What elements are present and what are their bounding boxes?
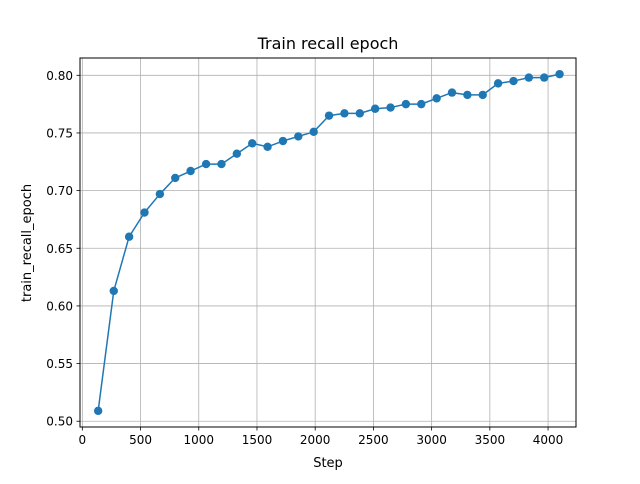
data-point <box>478 90 487 100</box>
data-point <box>217 159 226 169</box>
y-tick-label: 0.55 <box>46 357 73 371</box>
data-point <box>263 142 272 151</box>
x-tick-label: 500 <box>129 433 152 447</box>
data-point <box>124 232 134 241</box>
x-tick-label: 3000 <box>416 433 447 447</box>
data-point <box>186 166 195 176</box>
y-tick-label: 0.75 <box>46 126 73 140</box>
data-point <box>509 76 518 86</box>
data-point <box>294 132 303 141</box>
data-point <box>248 139 257 148</box>
data-point <box>555 69 564 79</box>
data-point <box>463 90 472 100</box>
x-tick-label: 2000 <box>300 433 331 447</box>
y-tick-label: 0.80 <box>46 69 73 83</box>
grid <box>80 58 576 427</box>
data-point <box>171 173 180 183</box>
data-point <box>524 73 534 82</box>
data-point <box>340 109 349 118</box>
data-point <box>355 109 364 118</box>
data-point <box>401 99 411 109</box>
axes-frame <box>79 57 577 428</box>
data-point <box>386 103 395 112</box>
y-tick-label: 0.65 <box>46 242 73 256</box>
data-point <box>432 94 441 103</box>
x-tick-label: 2500 <box>358 433 389 447</box>
y-axis-label: train_recall_epoch <box>20 184 35 302</box>
data-point <box>324 111 334 120</box>
data-point <box>309 127 318 136</box>
data-point <box>493 79 503 88</box>
data-point <box>155 189 165 199</box>
y-tick-label: 0.60 <box>46 299 73 313</box>
x-tick-label: 3500 <box>475 433 506 447</box>
y-tick-label: 0.50 <box>46 415 73 429</box>
series-layer <box>93 69 564 416</box>
data-point <box>540 73 549 82</box>
x-tick-label: 1500 <box>242 433 273 447</box>
y-axis-ticks: 0.50 0.55 0.60 0.65 0.70 0.75 0.80 <box>46 69 80 429</box>
x-tick-label: 1000 <box>183 433 214 447</box>
x-axis-ticks: 0 500 1000 1500 2000 2500 3000 3500 4000 <box>79 427 564 447</box>
y-tick-label: 0.70 <box>46 184 73 198</box>
data-point <box>140 208 149 217</box>
x-axis-label: Step <box>313 456 343 471</box>
data-point <box>232 149 242 158</box>
data-point <box>93 406 103 416</box>
x-tick-label: 0 <box>79 433 87 447</box>
data-point <box>109 286 118 296</box>
data-point <box>278 136 288 146</box>
data-point <box>447 88 457 97</box>
data-point <box>417 99 426 109</box>
data-point <box>201 159 211 169</box>
data-point <box>370 104 380 113</box>
chart-title: Train recall epoch <box>257 34 399 53</box>
x-tick-label: 4000 <box>533 433 564 447</box>
